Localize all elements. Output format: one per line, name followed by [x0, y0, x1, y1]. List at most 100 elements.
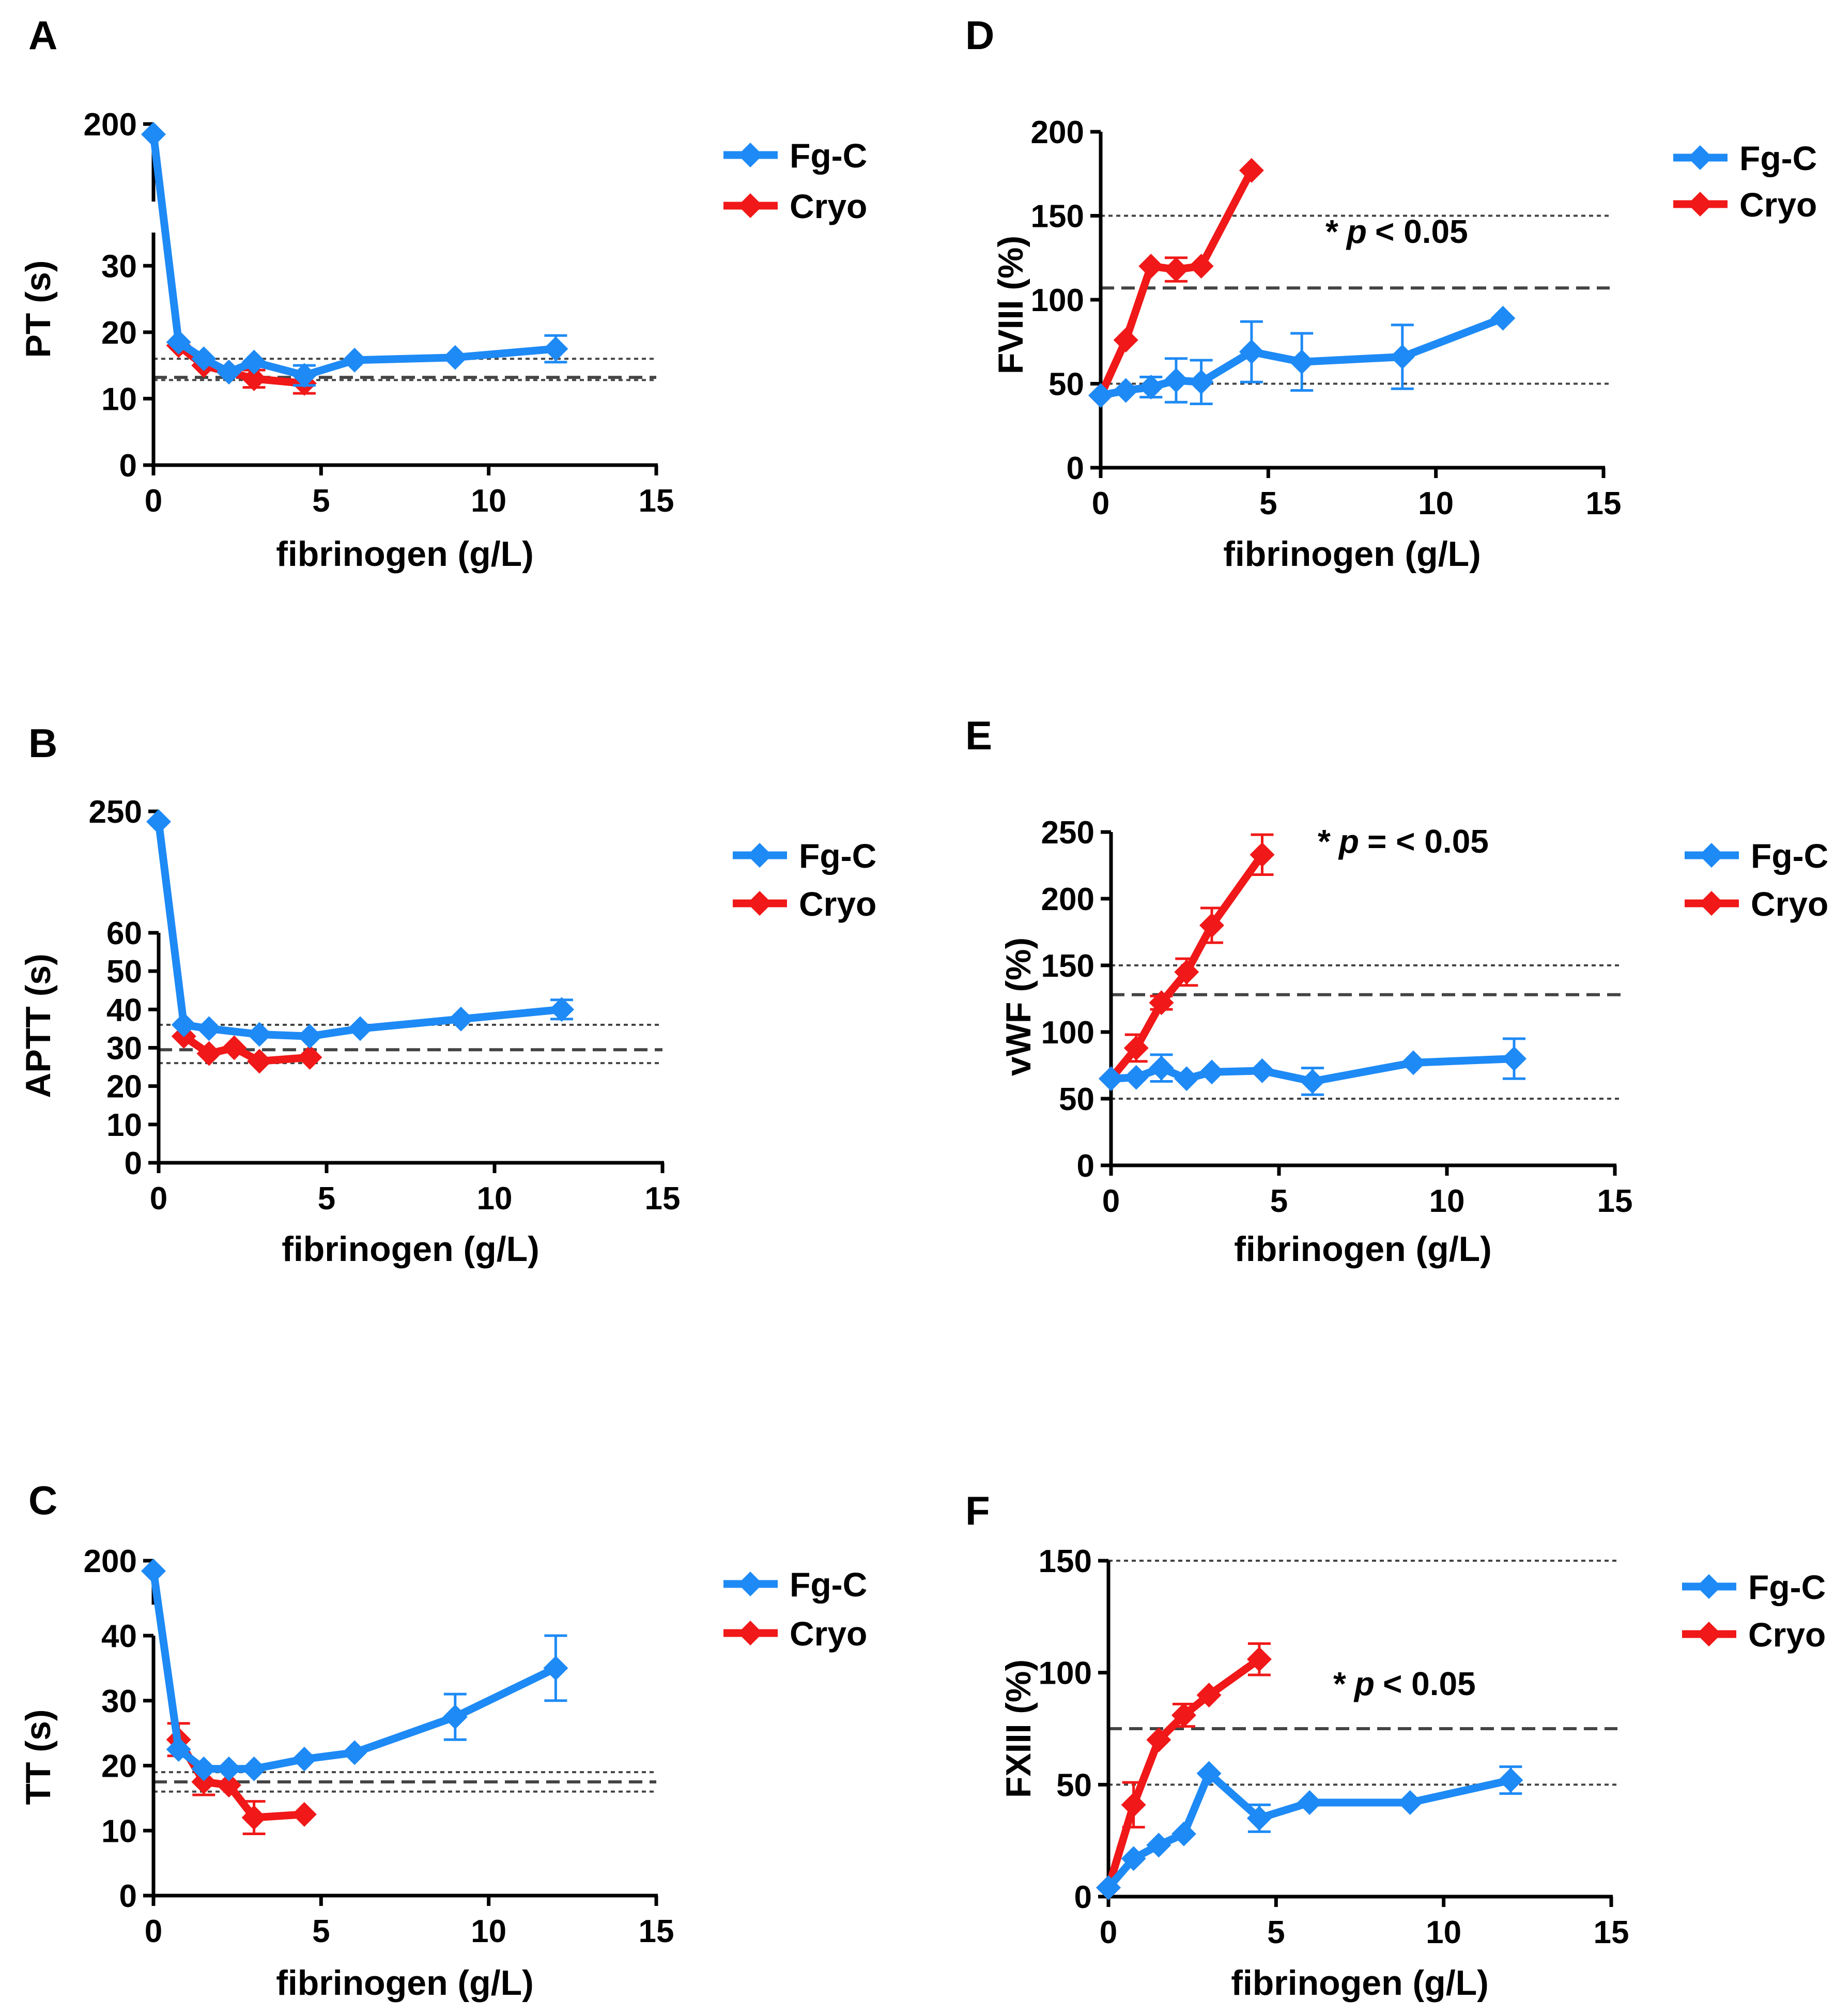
x-axis-label: fibrinogen (g/L) [276, 534, 534, 574]
legend-label: Cryo [790, 187, 867, 225]
legend-label: Cryo [1751, 885, 1828, 923]
series-line [1104, 1655, 1263, 1892]
y-tick-label: 0 [119, 448, 137, 484]
legend-swatch-marker [1688, 145, 1713, 170]
y-axis-label: APTT (s) [19, 953, 58, 1098]
data-point [141, 1559, 166, 1583]
data-point [1289, 349, 1315, 375]
y-tick-label: 50 [1048, 367, 1084, 403]
y-tick-label: 0 [125, 1146, 142, 1181]
data-point [1121, 1792, 1146, 1818]
x-tick-label: 15 [1594, 1915, 1629, 1950]
data-point [141, 122, 166, 147]
data-point [247, 1049, 272, 1074]
data-point [1149, 1055, 1174, 1081]
x-tick-label: 15 [645, 1181, 681, 1217]
legend-label: Fg-C [799, 837, 876, 875]
y-axis-label: TT (s) [19, 1709, 58, 1805]
x-axis-label: fibrinogen (g/L) [1234, 1229, 1492, 1269]
data-point [1196, 1683, 1222, 1707]
data-point [1123, 1065, 1149, 1090]
panel-letter: A [28, 12, 57, 58]
data-point [1199, 1059, 1224, 1085]
data-point [297, 1045, 322, 1070]
data-point [241, 349, 267, 375]
data-point [1246, 1646, 1272, 1672]
data-point [549, 997, 574, 1022]
data-point [191, 346, 217, 372]
data-point [1189, 254, 1214, 279]
data-point [196, 1016, 222, 1041]
series-fg-c [1088, 305, 1516, 408]
data-point [342, 1740, 367, 1765]
y-tick-label: 40 [106, 992, 142, 1028]
data-point [1401, 1050, 1426, 1075]
data-point [166, 330, 191, 355]
annotation-star: * [1318, 823, 1331, 860]
annotation-p: p [1346, 213, 1367, 250]
annotation-star: * [1325, 213, 1338, 250]
data-point [1138, 254, 1164, 279]
annotation-p: p [1338, 823, 1359, 860]
data-point [291, 363, 317, 388]
panel-a: A 200 0 5 10 15 0 10 20 30 fibrinogen (g/L) PT (s) F… [19, 12, 868, 574]
data-point [216, 360, 241, 384]
y-tick-label: 0 [119, 1879, 137, 1914]
y-break-label: 200 [84, 1544, 137, 1579]
series-fg-c [146, 809, 574, 1049]
y-axis-label: vWF (%) [999, 937, 1038, 1076]
data-point [1196, 1761, 1222, 1786]
y-tick-label: 100 [1031, 283, 1084, 318]
legend-label: Fg-C [790, 1565, 867, 1604]
legend-label: Cryo [790, 1614, 867, 1653]
legend-swatch-marker [738, 193, 763, 218]
data-point [1113, 328, 1138, 352]
y-tick-label: 250 [1041, 815, 1094, 851]
data-point [1250, 1058, 1275, 1083]
data-point [1297, 1790, 1322, 1815]
data-point [342, 347, 367, 373]
y-tick-label: 30 [106, 1031, 142, 1067]
data-point [1246, 1806, 1272, 1831]
data-point [1502, 1046, 1526, 1071]
data-point [1498, 1767, 1523, 1793]
data-point [1397, 1790, 1423, 1815]
y-tick-label: 20 [106, 1069, 142, 1105]
data-point [1239, 339, 1264, 364]
x-tick-label: 5 [312, 483, 330, 519]
y-tick-label: 50 [1059, 1082, 1094, 1117]
data-point [1300, 1069, 1325, 1094]
legend-swatch-marker [1699, 891, 1724, 916]
data-point [1099, 1066, 1123, 1091]
data-point [146, 809, 171, 834]
data-point [1146, 1727, 1171, 1752]
y-tick-label: 150 [1031, 199, 1084, 235]
significance-annotation: * p = < 0.05 [1318, 823, 1489, 860]
x-tick-label: 10 [1429, 1183, 1465, 1219]
data-point [1189, 370, 1214, 395]
y-tick-label: 100 [1041, 1015, 1094, 1051]
y-tick-label: 0 [1067, 451, 1084, 486]
x-tick-label: 0 [145, 483, 162, 519]
x-tick-label: 15 [639, 483, 674, 519]
data-point [1138, 375, 1164, 399]
data-point [297, 1024, 322, 1049]
panel-c: C 200 0 5 10 15 0 10 20 30 40 fibrinogen (g/L) TT (s… [19, 1478, 868, 2003]
annotation-value: < 0.05 [1383, 1665, 1476, 1702]
legend-swatch-marker [747, 843, 772, 868]
significance-annotation: * p < 0.05 [1325, 213, 1468, 250]
series-cryo [1099, 833, 1275, 1091]
y-break-label: 200 [84, 107, 137, 143]
x-tick-label: 5 [1267, 1915, 1285, 1950]
y-tick-label: 50 [1056, 1767, 1092, 1803]
data-point [241, 1756, 267, 1781]
x-tick-label: 5 [1270, 1183, 1288, 1219]
data-point [1490, 305, 1516, 331]
series-line [1097, 166, 1256, 399]
x-axis-label: fibrinogen (g/L) [1223, 534, 1481, 574]
y-tick-label: 20 [101, 315, 137, 351]
annotation-value: = < 0.05 [1367, 823, 1489, 860]
data-point [1123, 1035, 1149, 1060]
